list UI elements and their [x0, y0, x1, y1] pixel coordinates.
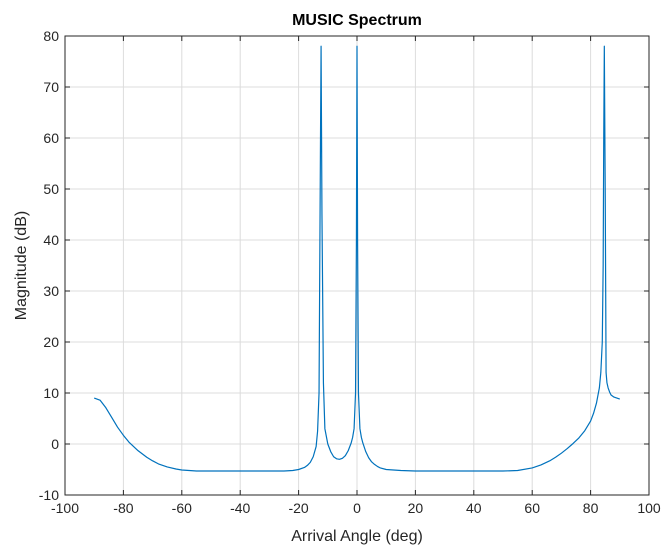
y-tick-label: 40 [43, 232, 59, 248]
tick-marks-and-labels: -100 -80 -60 -40 -20 0 20 40 60 80 100-10010203040… [39, 28, 661, 516]
x-tick-label: 40 [466, 500, 482, 516]
chart-title: MUSIC Spectrum [292, 12, 422, 29]
x-tick-label: -100 [51, 500, 79, 516]
y-tick-label: 60 [43, 130, 59, 146]
spectrum-line [94, 45, 620, 472]
y-tick-label: 50 [43, 181, 59, 197]
y-tick-label: -10 [39, 487, 59, 503]
series-layer [94, 45, 620, 472]
x-tick-label: -40 [230, 500, 250, 516]
x-tick-label: -20 [288, 500, 308, 516]
x-tick-label: -60 [172, 500, 192, 516]
y-tick-label: 0 [51, 436, 59, 452]
x-tick-label: 80 [583, 500, 599, 516]
x-tick-label: 0 [353, 500, 361, 516]
y-tick-label: 30 [43, 283, 59, 299]
y-tick-label: 10 [43, 385, 59, 401]
x-tick-label: 100 [637, 500, 661, 516]
x-tick-label: -80 [113, 500, 133, 516]
x-axis-label: Arrival Angle (deg) [291, 528, 423, 545]
y-tick-label: 70 [43, 79, 59, 95]
x-tick-label: 60 [524, 500, 540, 516]
y-axis-label: Magnitude (dB) [13, 211, 30, 320]
y-tick-label: 80 [43, 28, 59, 44]
x-tick-label: 20 [408, 500, 424, 516]
y-tick-label: 20 [43, 334, 59, 350]
